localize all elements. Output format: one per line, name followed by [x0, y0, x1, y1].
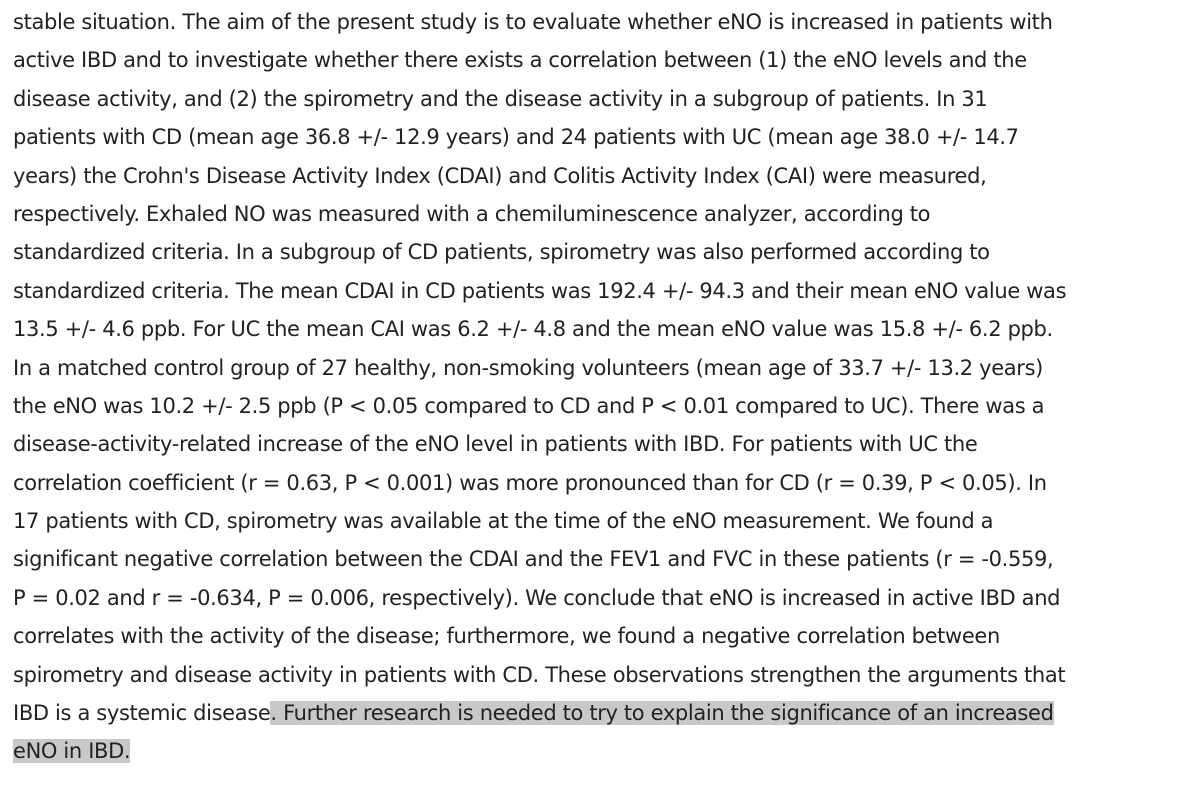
selected-text-highlight[interactable]: eNO in IBD. [13, 739, 131, 764]
unselected-text[interactable]: IBD is a systemic disease [13, 701, 271, 726]
text-line[interactable]: years) the Crohn's Disease Activity Inde… [13, 163, 987, 188]
text-line[interactable]: standardized criteria. In a subgroup of … [13, 240, 990, 265]
selected-text-highlight[interactable]: . Further research is needed to try to e… [270, 701, 1054, 726]
text-line[interactable]: In a matched control group of 27 healthy… [13, 355, 1044, 380]
text-line[interactable]: active IBD and to investigate whether th… [13, 48, 1027, 73]
text-line[interactable]: correlation coefficient (r = 0.63, P < 0… [13, 470, 1047, 495]
text-line[interactable]: disease-activity-related increase of the… [13, 432, 978, 457]
text-line[interactable]: 13.5 +/- 4.6 ppb. For UC the mean CAI wa… [13, 317, 1053, 342]
text-line[interactable]: significant negative correlation between… [13, 547, 1054, 572]
text-line-partially-selected[interactable]: IBD is a systemic disease. Further resea… [13, 694, 1178, 732]
text-line[interactable]: standardized criteria. The mean CDAI in … [13, 278, 1067, 303]
text-line[interactable]: correlates with the activity of the dise… [13, 624, 1000, 649]
text-line[interactable]: P = 0.02 and r = -0.634, P = 0.006, resp… [13, 585, 1061, 610]
text-line[interactable]: the eNO was 10.2 +/- 2.5 ppb (P < 0.05 c… [13, 393, 1045, 418]
text-line[interactable]: spirometry and disease activity in patie… [13, 662, 1066, 687]
text-line-selected[interactable]: eNO in IBD. [13, 732, 1178, 770]
text-line[interactable]: stable situation. The aim of the present… [13, 10, 1053, 34]
text-line[interactable]: respectively. Exhaled NO was measured wi… [13, 201, 931, 226]
text-line[interactable]: disease activity, and (2) the spirometry… [13, 86, 988, 111]
text-line[interactable]: patients with CD (mean age 36.8 +/- 12.9… [13, 125, 1019, 150]
text-line[interactable]: 17 patients with CD, spirometry was avai… [13, 509, 994, 534]
